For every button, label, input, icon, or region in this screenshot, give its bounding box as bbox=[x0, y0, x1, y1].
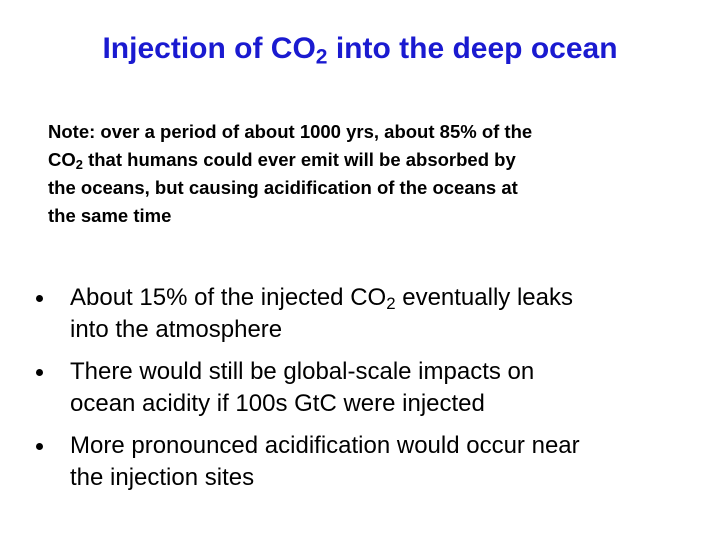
subscript: 2 bbox=[315, 45, 328, 69]
note-line: Note: over a period of about 1000 yrs, a… bbox=[48, 121, 533, 142]
note-line: the same time bbox=[48, 205, 172, 226]
note: Note: over a period of about 1000 yrs, a… bbox=[48, 118, 532, 230]
bullet-list: About 15% of the injected CO2 eventually… bbox=[28, 282, 580, 504]
bullet-item: There would still be global-scale impact… bbox=[28, 356, 580, 420]
title: Injection of CO2 into the deep ocean bbox=[0, 32, 720, 69]
note-line: the oceans, but causing acidification of… bbox=[48, 177, 518, 198]
bullet-line: into the atmosphere bbox=[70, 316, 283, 343]
note-text: CO bbox=[48, 149, 76, 170]
title-text: Injection of CO bbox=[102, 32, 316, 65]
bullet-line: the injection sites bbox=[70, 464, 255, 491]
bullet-text: eventually leaks bbox=[395, 284, 573, 311]
bullet-line: About 15% of the injected CO2 eventually… bbox=[70, 282, 580, 314]
bullet-dot bbox=[36, 443, 43, 450]
bullet-line: More pronounced acidification would occu… bbox=[70, 432, 580, 459]
bullet-dot bbox=[36, 369, 43, 376]
bullet-dot bbox=[36, 295, 43, 302]
bullet-text: About 15% of the injected CO bbox=[70, 284, 387, 311]
note-text: that humans could ever emit will be abso… bbox=[82, 149, 516, 170]
bullet-line: There would still be global-scale impact… bbox=[70, 358, 535, 385]
bullet-line: ocean acidity if 100s GtC were injected bbox=[70, 390, 485, 417]
subscript: 2 bbox=[75, 157, 83, 173]
bullet-item: More pronounced acidification would occu… bbox=[28, 430, 580, 494]
note-line: CO2 that humans could ever emit will be … bbox=[48, 146, 532, 174]
bullet-item: About 15% of the injected CO2 eventually… bbox=[28, 282, 580, 346]
subscript: 2 bbox=[386, 294, 396, 314]
title-text: into the deep ocean bbox=[327, 32, 618, 65]
